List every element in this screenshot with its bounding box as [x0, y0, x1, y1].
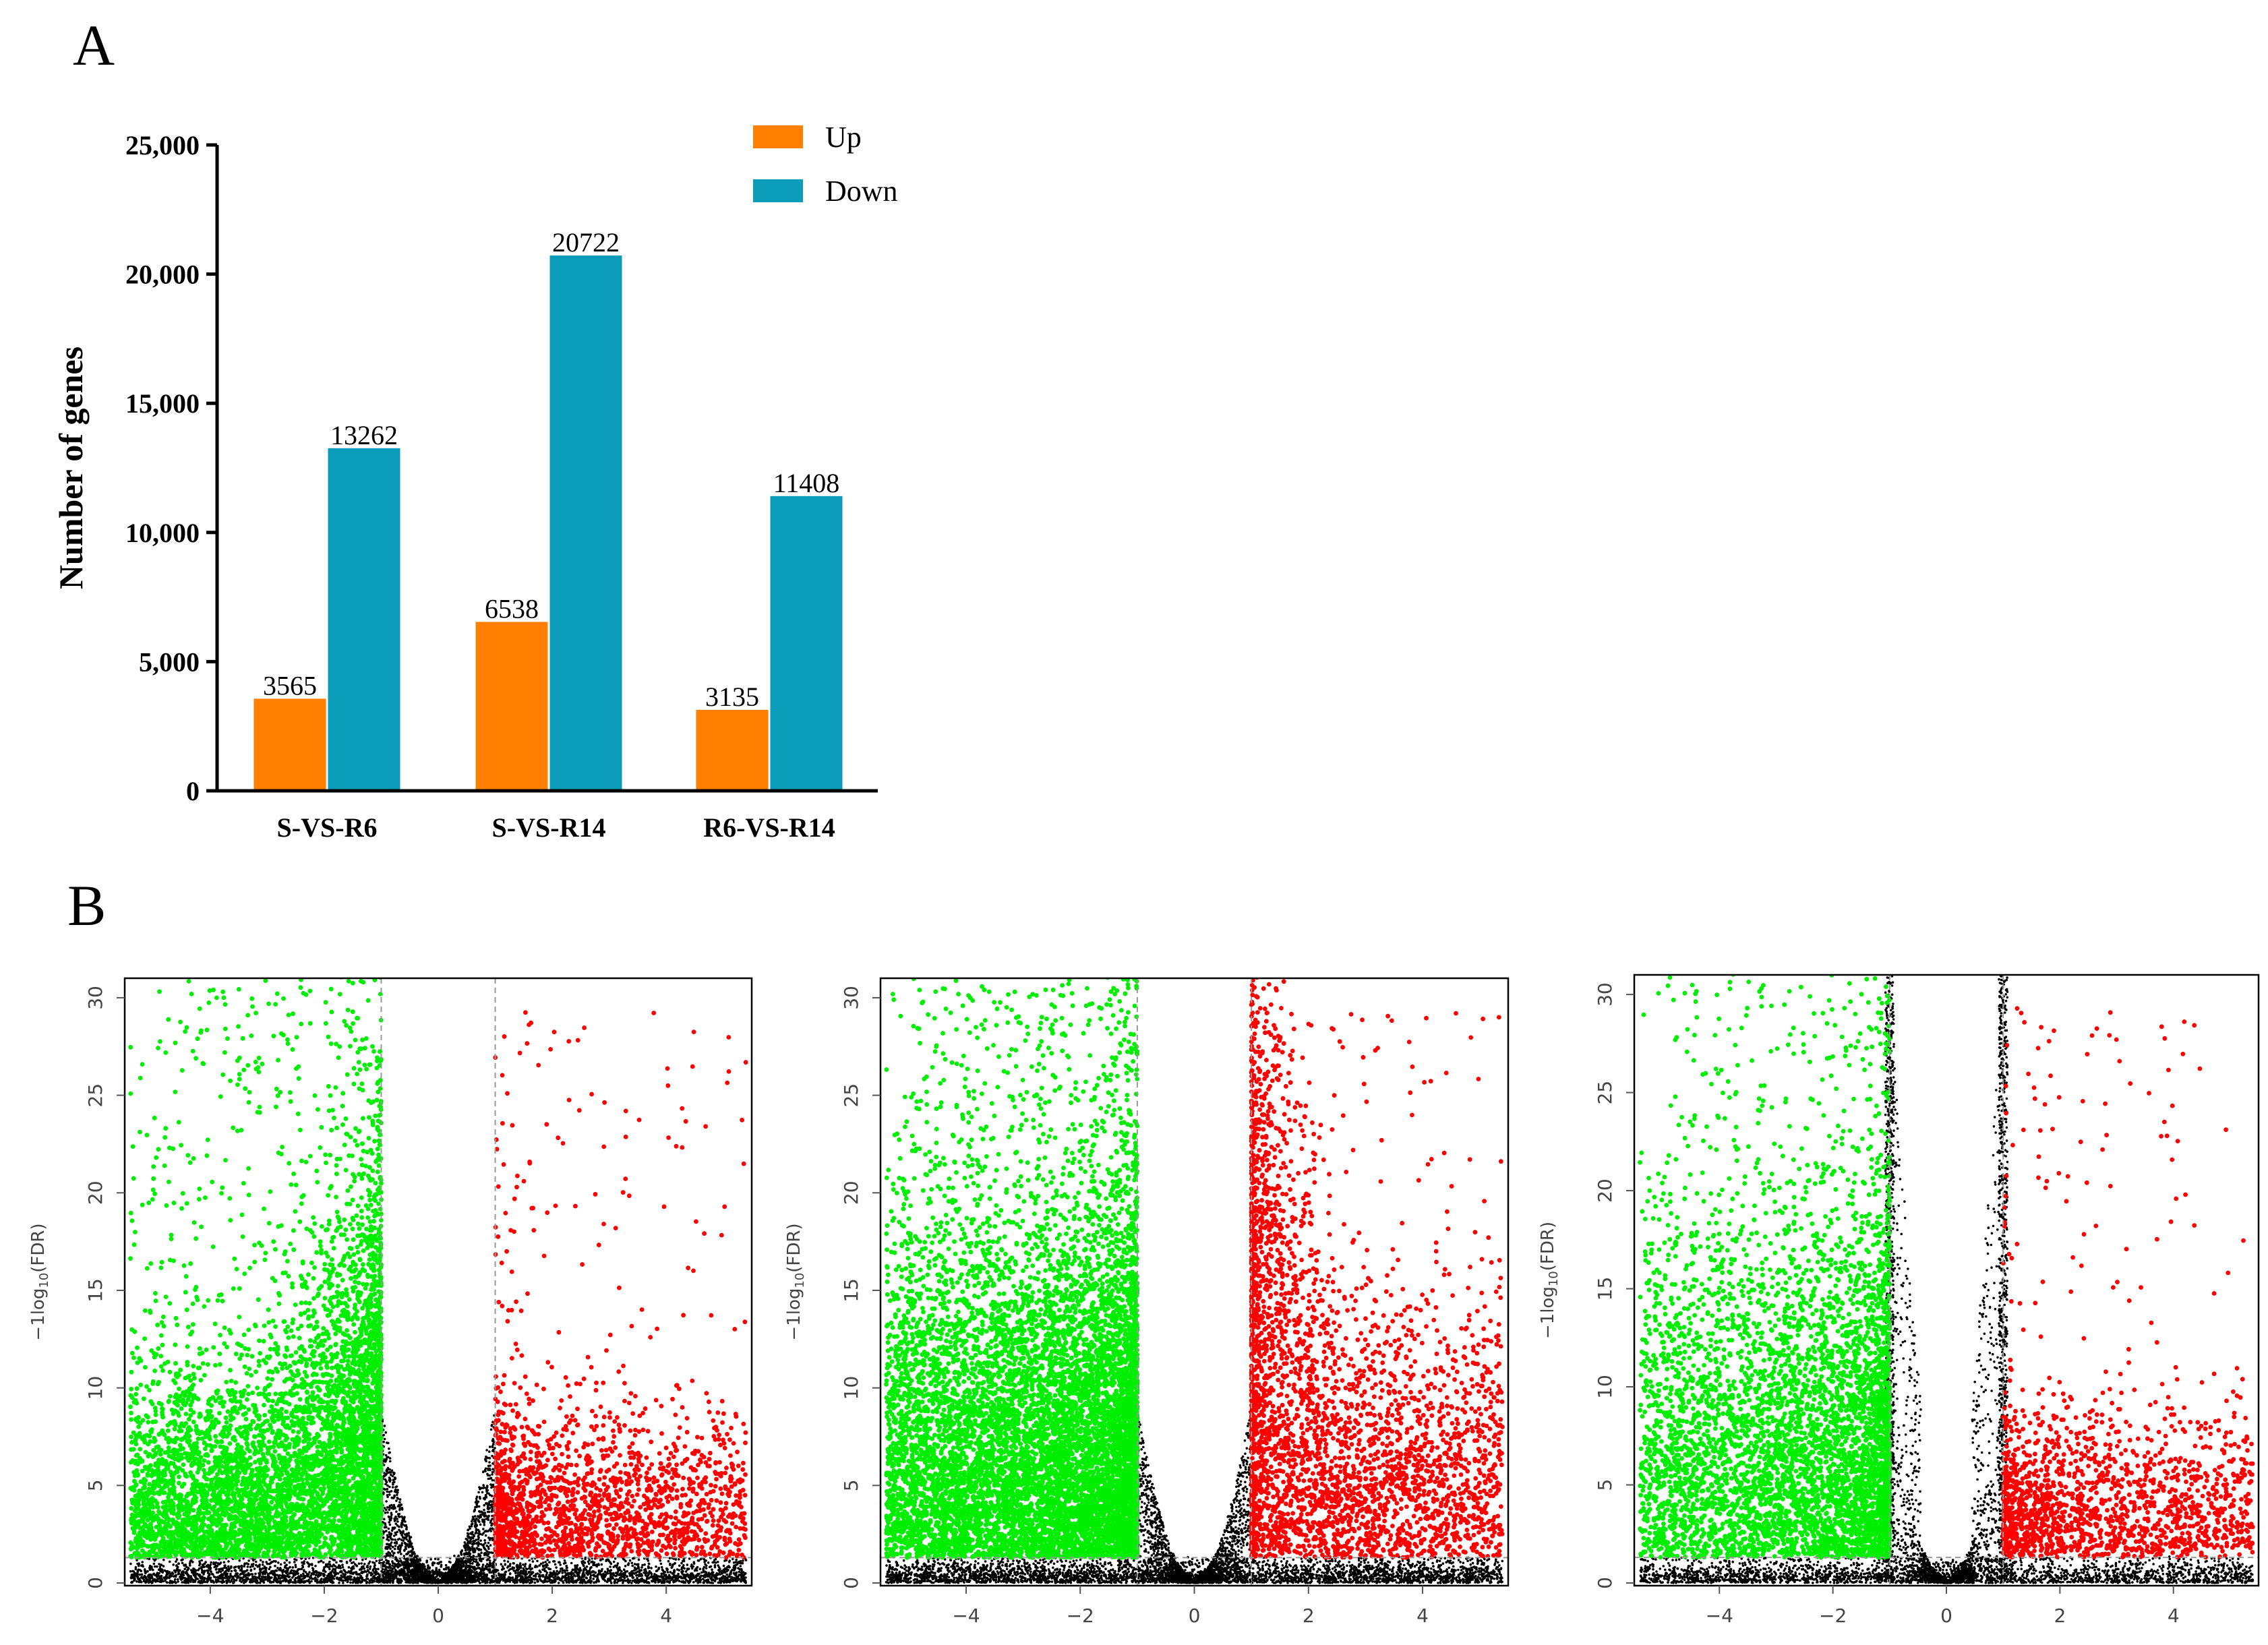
scatter-points — [884, 959, 1505, 1584]
bar-down-s-vs-r14 — [550, 256, 622, 791]
x-tick-label: −4 — [1706, 1605, 1733, 1627]
panel-label-a: A — [73, 13, 115, 78]
y-tick-label: 30 — [1594, 982, 1616, 1007]
bar-chart: Number of genes 0 5,000 10,000 15,000 20,000… — [52, 121, 898, 843]
volcano-plot-s-vs-r6: 0 5 10 15 20 25 30 −4 −2 0 2 4 −1log10(FDR) — [28, 970, 752, 1627]
bar-up-r6-vs-r14 — [696, 710, 769, 791]
y-tick-label: 30 — [84, 986, 107, 1010]
y-tick-label: 30 — [840, 986, 862, 1010]
legend-swatch-up — [753, 125, 803, 148]
legend-label: Down — [825, 175, 898, 208]
y-tick-label: 10,000 — [125, 518, 200, 548]
y-tick-label: 25 — [84, 1083, 107, 1108]
y-tick-label: 5 — [840, 1479, 862, 1491]
y-tick-label: 10 — [1594, 1375, 1616, 1399]
bar-down-r6-vs-r14 — [771, 496, 843, 791]
volcano-plot-r6-vs-r14: 0 5 10 15 20 25 30 −4 −2 0 2 4 −1log10(FDR) — [1538, 967, 2259, 1627]
points-up — [1249, 959, 1505, 1560]
points-down — [1638, 967, 1892, 1559]
y-tick-label: 20 — [84, 1180, 107, 1205]
y-tick-label: 25,000 — [125, 130, 200, 160]
x-tick-label: 4 — [1416, 1605, 1429, 1627]
scatter-points — [128, 970, 748, 1584]
y-tick-label: 10 — [840, 1376, 862, 1400]
points-down — [128, 970, 384, 1560]
legend-label: Up — [825, 121, 862, 154]
y-tick-label: 25 — [1594, 1081, 1616, 1105]
y-tick-label: 5 — [84, 1479, 107, 1491]
points-down — [884, 971, 1139, 1560]
x-tick-label: 2 — [1303, 1605, 1315, 1627]
x-tick-label: 2 — [546, 1605, 558, 1627]
x-tick-label: −2 — [310, 1605, 338, 1627]
y-tick-label: 5 — [1594, 1479, 1616, 1491]
y-tick-label: 20 — [840, 1180, 862, 1205]
data-label: 3565 — [263, 670, 317, 700]
bar-down-s-vs-r6 — [328, 448, 400, 791]
x-tick-label: −4 — [196, 1605, 224, 1627]
x-tick-label: −2 — [1819, 1605, 1847, 1627]
data-label: 13262 — [330, 420, 398, 450]
y-tick-label: 0 — [84, 1577, 107, 1589]
data-label: 20722 — [552, 227, 620, 258]
y-tick-label: 25 — [840, 1083, 862, 1108]
y-axis-label: Number of genes — [52, 347, 90, 589]
x-tick-label: 0 — [1189, 1605, 1201, 1627]
category-label: S-VS-R14 — [492, 812, 606, 843]
y-tick-label: 15 — [1594, 1277, 1616, 1301]
x-tick-label: 4 — [2168, 1605, 2180, 1627]
y-axis-label: −1log10(FDR) — [28, 1223, 51, 1340]
x-tick-label: −2 — [1067, 1605, 1094, 1627]
legend-swatch-down — [753, 179, 803, 202]
category-labels: S-VS-R6 S-VS-R14 R6-VS-R14 — [277, 812, 835, 843]
x-tick-label: 2 — [2054, 1605, 2066, 1627]
y-tick-label: 0 — [840, 1577, 862, 1589]
data-label: 11408 — [773, 468, 840, 498]
y-tick-label: 15 — [840, 1278, 862, 1303]
volcano-plot-s-vs-r14: 0 5 10 15 20 25 30 −4 −2 0 2 4 −1log10(FDR) — [784, 959, 1508, 1627]
y-tick-label: 15 — [84, 1278, 107, 1303]
y-axis-label: −1log10(FDR) — [784, 1223, 807, 1340]
bar-up-s-vs-r6 — [254, 698, 326, 791]
y-tick-label: 20,000 — [125, 260, 200, 290]
points-up — [493, 1010, 748, 1559]
data-label: 6538 — [485, 593, 539, 624]
y-axis-ticks: 0 5,000 10,000 15,000 20,000 25,000 — [125, 130, 217, 806]
x-tick-label: −4 — [952, 1605, 980, 1627]
x-tick-label: 0 — [432, 1605, 444, 1627]
category-label: S-VS-R6 — [277, 812, 378, 843]
y-tick-label: 10 — [84, 1376, 107, 1400]
category-label: R6-VS-R14 — [703, 812, 835, 843]
y-tick-label: 5,000 — [139, 647, 200, 677]
panel-label-b: B — [67, 873, 106, 938]
points-up — [2001, 1006, 2255, 1559]
y-tick-label: 15,000 — [125, 388, 200, 419]
legend: Up Down — [753, 121, 898, 208]
x-tick-label: 0 — [1940, 1605, 1952, 1627]
plot-frame — [1634, 975, 2259, 1586]
y-tick-label: 0 — [1594, 1577, 1616, 1589]
y-tick-label: 20 — [1594, 1178, 1616, 1203]
data-label: 3135 — [705, 682, 759, 712]
bar-up-s-vs-r14 — [476, 622, 548, 791]
y-axis-label: −1log10(FDR) — [1538, 1222, 1561, 1339]
y-tick-label: 0 — [186, 776, 200, 806]
scatter-points — [1638, 967, 2255, 1584]
x-tick-label: 4 — [660, 1605, 672, 1627]
